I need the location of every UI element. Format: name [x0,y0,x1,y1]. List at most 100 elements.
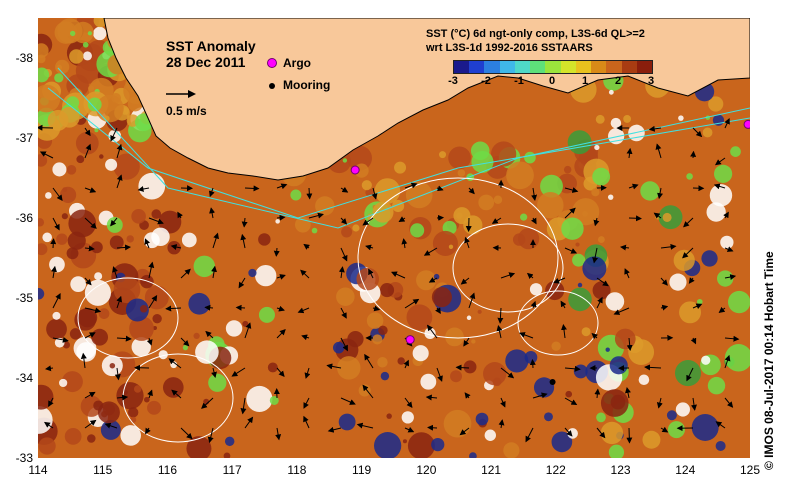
anomaly-patch [544,412,553,422]
anomaly-patch [332,341,345,354]
anomaly-patch [431,287,452,308]
current-vector [207,427,214,444]
current-vector [52,292,61,309]
current-vector [112,266,118,279]
current-vector [531,217,537,225]
current-vector [628,215,642,222]
anomaly-patch [609,356,628,375]
current-vector [592,247,599,264]
current-vector [531,187,538,201]
anomaly-patch [567,428,578,439]
current-vector [714,157,726,166]
current-vector [425,394,438,401]
vector-scale-label: 0.5 m/s [166,104,207,118]
current-vector [648,125,662,132]
current-vector [624,268,630,279]
anomaly-patch [638,374,650,385]
current-vector [564,247,578,254]
current-vector [724,246,734,252]
current-vector [104,422,118,429]
anomaly-patch [506,161,534,190]
anomaly-patch [82,41,89,48]
current-vector [306,187,313,200]
colorbar-segment [591,61,607,73]
current-vector [84,391,96,399]
current-vector [273,247,280,257]
current-vector [110,127,118,142]
anomaly-patch [573,364,588,379]
argo-float-marker[interactable] [743,119,750,129]
current-vector [683,217,694,228]
argo-float-marker[interactable] [350,165,360,175]
current-vector [362,384,374,399]
current-vector [84,217,97,229]
current-vector [656,397,663,409]
anomaly-patch [105,158,118,171]
anomaly-patch [69,49,84,64]
current-vectors [38,118,740,444]
anomaly-patch [162,377,184,398]
current-vector [497,307,504,324]
colorbar-segment [499,61,515,73]
anomaly-patch [42,232,53,243]
anomaly-patch [707,376,726,395]
anomaly-patch [386,413,392,419]
anomaly-patch [258,306,275,323]
anomaly-patch [457,169,466,177]
current-vector [148,294,158,309]
anomaly-patch [448,244,454,249]
anomaly-patch [248,268,257,278]
anomaly-patch [533,377,555,398]
current-vector [660,243,677,250]
anomaly-patch [158,210,182,234]
current-vector [620,244,630,251]
anomaly-patch [131,209,146,224]
x-tick-label: 122 [545,463,566,477]
anomaly-patch [577,282,583,288]
anomaly-patch [52,311,61,320]
anomaly-patch [551,341,561,351]
bathymetry-line [57,67,750,229]
current-vector [690,150,697,159]
current-vector [463,337,470,347]
current-vector [52,217,60,231]
argo-float-marker[interactable] [405,335,415,345]
sst-map[interactable]: SST Anomaly 28 Dec 2011 0.5 m/s Argo Moo… [38,18,750,458]
anomaly-patch [123,390,128,395]
anomaly-patch [66,247,79,260]
contour-line [517,290,599,356]
anomaly-patch [129,316,154,341]
current-vector [116,174,123,189]
current-vector [564,427,573,437]
anomaly-patch [405,181,433,209]
current-vector [500,272,516,279]
colorbar-tick-label: 1 [581,75,589,87]
current-vector [244,322,252,339]
anomaly-patch [402,439,407,444]
moorings [549,379,556,385]
current-vector [116,244,132,251]
x-tick-label: 117 [222,463,242,477]
anomaly-patch [181,232,197,248]
current-vector [84,187,97,193]
current-vector [692,303,703,310]
current-vector [657,187,663,200]
anomaly-patch [151,209,162,219]
anomaly-patch [567,130,592,155]
current-vector [275,427,282,441]
colorbar-segment [621,61,637,73]
contour-line [452,223,564,313]
anomaly-patch [675,402,690,417]
colorbar-segment [469,61,485,73]
anomaly-patch [38,84,61,113]
mooring-marker[interactable] [549,379,556,385]
anomaly-patch [600,421,624,445]
x-tick-label: 116 [157,463,178,477]
current-vector [500,367,515,379]
anomaly-patch [337,356,361,380]
current-vector [596,427,606,439]
anomaly-patch [701,250,718,267]
anomaly-patch [591,188,600,197]
current-vector [404,298,420,309]
anomaly-patch [420,373,437,390]
